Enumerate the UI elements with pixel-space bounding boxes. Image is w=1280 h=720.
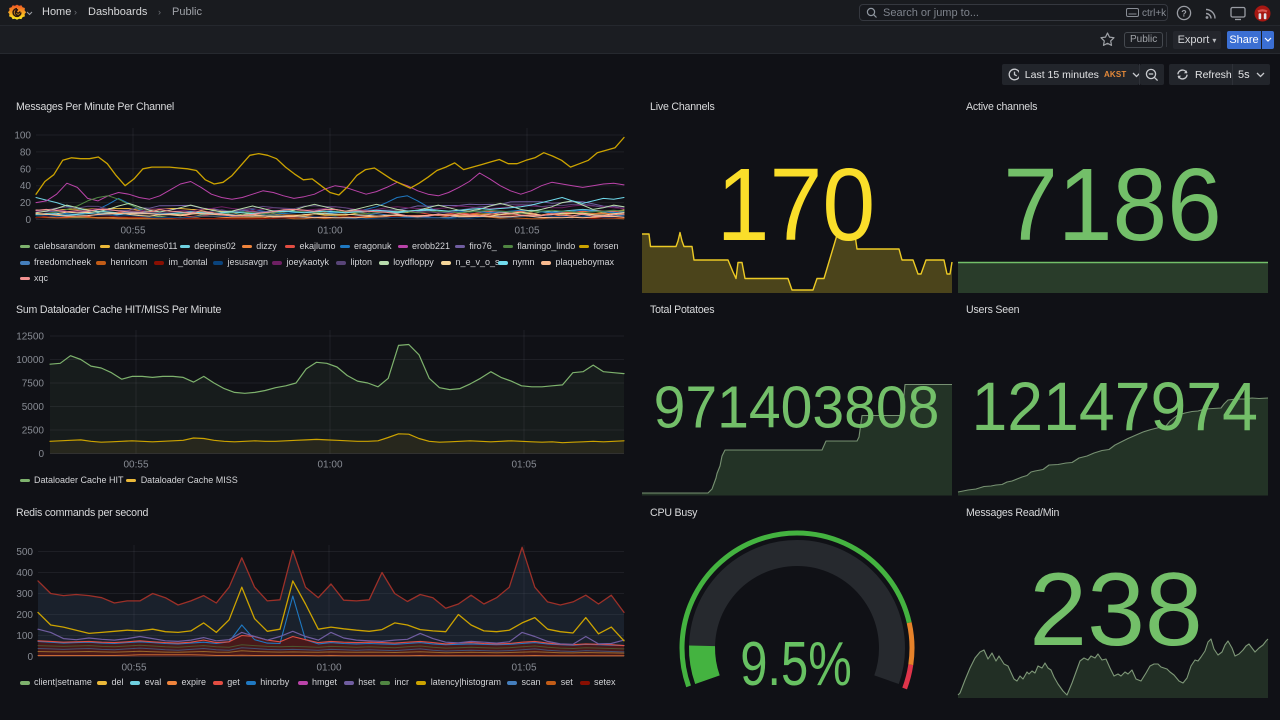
svg-text:10000: 10000 [16,355,44,366]
svg-text:0: 0 [25,215,31,226]
svg-text:01:00: 01:00 [317,226,342,237]
svg-text:0: 0 [38,449,44,460]
svg-text:01:00: 01:00 [316,663,341,674]
svg-text:400: 400 [16,568,33,579]
svg-text:01:05: 01:05 [511,460,536,471]
svg-text:170: 170 [717,148,876,263]
svg-text:2500: 2500 [22,426,45,437]
svg-text:00:55: 00:55 [120,226,145,237]
svg-text:80: 80 [20,147,32,158]
svg-text:7500: 7500 [22,379,45,390]
svg-text:01:05: 01:05 [514,226,539,237]
svg-text:971403808: 971403808 [654,374,940,440]
svg-text:7186: 7186 [1003,148,1222,263]
svg-text:100: 100 [14,131,31,142]
svg-text:60: 60 [20,164,32,175]
svg-text:20: 20 [20,198,32,209]
svg-text:?: ? [1181,8,1187,18]
svg-text:238: 238 [1029,552,1203,668]
svg-text:100: 100 [16,631,33,642]
svg-text:300: 300 [16,589,33,600]
svg-text:500: 500 [16,547,33,558]
svg-text:01:00: 01:00 [317,460,342,471]
svg-text:5000: 5000 [22,402,45,413]
svg-text:00:55: 00:55 [121,663,146,674]
svg-text:40: 40 [20,181,32,192]
svg-text:9.5%: 9.5% [740,628,852,698]
svg-text:200: 200 [16,610,33,621]
svg-text:0: 0 [27,652,33,663]
svg-text:12500: 12500 [16,332,44,343]
svg-text:01:05: 01:05 [511,663,536,674]
svg-text:12147974: 12147974 [972,369,1258,446]
svg-text:00:55: 00:55 [123,460,148,471]
